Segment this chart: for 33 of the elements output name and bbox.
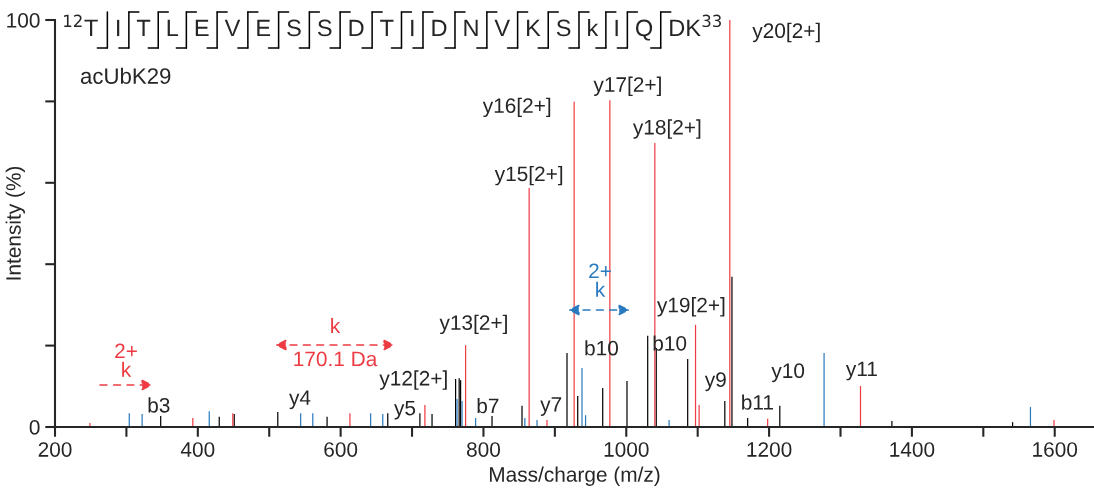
x-tick-label: 1000 [604, 442, 649, 457]
annotation: y15[2+] [494, 165, 563, 186]
annotation: y12[2+] [379, 370, 447, 390]
annotation: y7 [540, 397, 562, 416]
annotation: y4 [289, 390, 311, 410]
x-tick-label: 1200 [747, 442, 792, 457]
annotation: y5 [394, 400, 416, 420]
y-axis-title: Intensity (%) [5, 166, 25, 280]
x-tick-label: 600 [324, 442, 358, 457]
x-tick-label: 1400 [890, 442, 935, 457]
text: $^{12}$T I T L E V E S S D T I D N V K S k I Q DK$^{33}$ [64, 14, 721, 41]
annotation: y11 [845, 361, 877, 381]
annotation: y9 [704, 372, 726, 392]
annotation: b11 [742, 394, 773, 410]
annotation: y16[2+] [482, 97, 551, 118]
x-tick-label: 200 [38, 442, 72, 457]
y-tick-label: 100 [7, 13, 40, 28]
annotation: y18[2+] [632, 119, 701, 139]
annotation: acUbK29 [80, 67, 171, 84]
annotation: y17[2+] [593, 76, 661, 97]
annotation: k 170.1 Da [294, 318, 378, 367]
x-tick-label: 800 [466, 442, 501, 457]
x-tick-label: 1600 [1033, 442, 1078, 457]
x-tick-label: 400 [180, 442, 215, 457]
annotation: 2+ k [115, 343, 137, 377]
y-tick-label: 0 [29, 420, 40, 435]
annotation: y13[2+] [439, 314, 507, 335]
annotation: b3 [148, 397, 170, 413]
annotation: b7 [477, 397, 499, 414]
x-axis-title: Mass/charge (m/z) [489, 466, 660, 486]
annotation: y19[2+] [656, 297, 725, 317]
annotation: y10 [771, 363, 805, 383]
annotation: y20[2+] [752, 22, 820, 43]
